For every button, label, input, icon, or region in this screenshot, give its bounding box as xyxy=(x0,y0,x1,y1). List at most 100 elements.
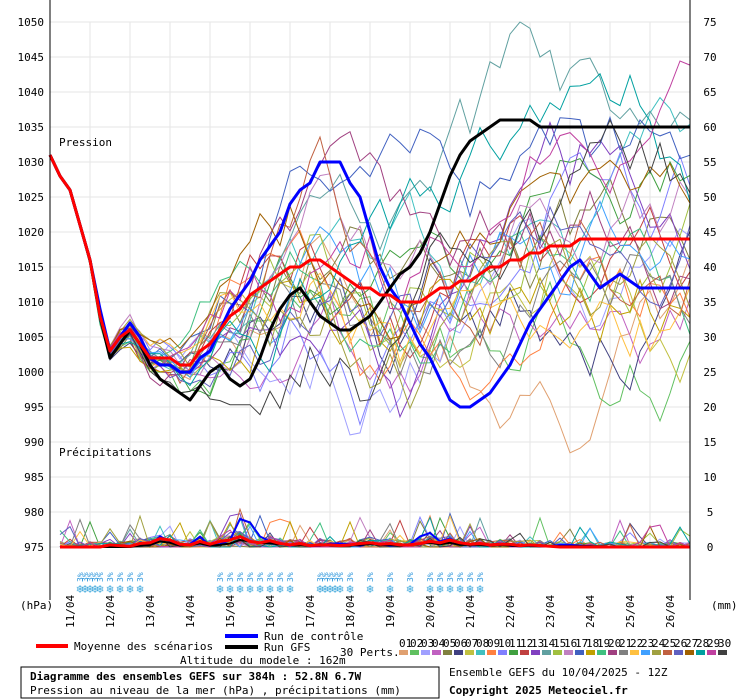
legend-pert-swatch xyxy=(498,650,507,655)
snow-icon: ❄ xyxy=(246,582,253,596)
pressure-tick-label: 975 xyxy=(24,541,44,554)
snow-icon: ❄ xyxy=(81,582,88,596)
legend-pert-swatch xyxy=(663,650,672,655)
snow-icon: ❄ xyxy=(426,582,433,596)
perturbation-pressure-line xyxy=(49,115,691,360)
perturbation-pressure-line xyxy=(49,154,691,364)
precip-tick-label: 75 xyxy=(703,16,716,29)
legend-pert-swatch xyxy=(465,650,474,655)
footer-title: Diagramme des ensembles GEFS sur 384h : … xyxy=(30,670,362,683)
pressure-tick-label: 985 xyxy=(24,471,44,484)
legend-pert-number: 26 xyxy=(674,637,687,650)
legend-pert-swatch xyxy=(685,650,694,655)
legend-pert-number: 06 xyxy=(454,637,467,650)
snow-icon: ❄ xyxy=(76,582,83,596)
snow-percent-label: 3% xyxy=(286,572,295,582)
pressure-tick-label: 1010 xyxy=(18,296,45,309)
x-tick-label: 23/04 xyxy=(544,595,557,628)
perturbation-pressure-line xyxy=(49,21,691,363)
snow-icon: ❄ xyxy=(136,582,143,596)
legend-pert-number: 14 xyxy=(542,637,556,650)
precip-tick-label: 45 xyxy=(703,226,716,239)
series-precip-line xyxy=(60,535,690,549)
legend-pert-swatch xyxy=(421,650,430,655)
precip-tick-label: 20 xyxy=(703,401,716,414)
snow-percent-label: 3% xyxy=(436,572,445,582)
snow-percent-label: 3% xyxy=(326,572,335,582)
legend-pert-number: 18 xyxy=(586,637,599,650)
precip-tick-label: 40 xyxy=(703,261,716,274)
legend-pert-number: 09 xyxy=(487,637,500,650)
perturbation-pressure-line xyxy=(49,154,691,378)
snow-icon: ❄ xyxy=(316,582,323,596)
legend: Moyenne des scénarios Run de contrôle Ru… xyxy=(36,630,731,667)
snow-percent-label: 3% xyxy=(426,572,435,582)
snow-icon: ❄ xyxy=(476,582,483,596)
footer-subtitle: Pression au niveau de la mer (hPa) , pré… xyxy=(30,684,401,697)
legend-pert-number: 19 xyxy=(597,637,610,650)
legend-pert-number: 13 xyxy=(531,637,544,650)
legend-gfs-label: Run GFS xyxy=(264,641,310,654)
pressure-section-label: Pression xyxy=(59,136,112,149)
legend-pert-swatch xyxy=(696,650,705,655)
x-tick-label: 12/04 xyxy=(104,595,117,628)
x-tick-label: 25/04 xyxy=(624,595,637,628)
legend-pert-number: 20 xyxy=(608,637,621,650)
perturbation-pressure-line xyxy=(49,72,691,387)
legend-pert-swatch xyxy=(575,650,584,655)
perturbation-pressure-line xyxy=(49,130,691,387)
legend-pert-swatch xyxy=(410,650,419,655)
snow-icon: ❄ xyxy=(331,582,338,596)
legend-pert-number: 04 xyxy=(432,637,446,650)
legend-pert-swatch xyxy=(630,650,639,655)
snow-percent-label: 3% xyxy=(126,572,135,582)
snow-percent-label: 3% xyxy=(316,572,325,582)
legend-pert-swatch xyxy=(652,650,661,655)
precip-tick-label: 15 xyxy=(703,436,716,449)
legend-pert-swatch xyxy=(597,650,606,655)
snow-percent-label: 3% xyxy=(406,572,415,582)
snow-percent-label: 3% xyxy=(226,572,235,582)
snow-icon: ❄ xyxy=(216,582,223,596)
snow-percent-label: 3% xyxy=(246,572,255,582)
snow-percent-label: 3% xyxy=(236,572,245,582)
snow-icon: ❄ xyxy=(266,582,273,596)
legend-pert-number: 27 xyxy=(685,637,698,650)
legend-pert-number: 25 xyxy=(663,637,676,650)
snow-icon: ❄ xyxy=(126,582,133,596)
snow-icon: ❄ xyxy=(326,582,333,596)
legend-pert-swatch xyxy=(542,650,551,655)
legend-pert-number: 28 xyxy=(696,637,709,650)
pressure-tick-label: 1035 xyxy=(18,121,45,134)
legend-pert-swatch xyxy=(564,650,573,655)
legend-pert-number: 22 xyxy=(630,637,643,650)
snow-percent-label: 3% xyxy=(81,572,90,582)
legend-pert-swatch xyxy=(531,650,540,655)
snow-icon: ❄ xyxy=(366,582,373,596)
precip-unit-label: (mm) xyxy=(711,599,738,612)
legend-pert-number: 02 xyxy=(410,637,423,650)
legend-perturbations: 0102030405060708091011121314151617181920… xyxy=(399,637,731,655)
pressure-tick-label: 1020 xyxy=(18,226,45,239)
legend-pert-number: 05 xyxy=(443,637,456,650)
x-tick-label: 16/04 xyxy=(264,595,277,628)
snow-percent-label: 3% xyxy=(86,572,95,582)
pressure-tick-label: 990 xyxy=(24,436,44,449)
legend-pert-swatch xyxy=(718,650,727,655)
snow-percent-label: 3% xyxy=(466,572,475,582)
pressure-tick-label: 1005 xyxy=(18,331,45,344)
x-tick-label: 21/04 xyxy=(464,595,477,628)
snow-icon: ❄ xyxy=(116,582,123,596)
legend-pert-number: 03 xyxy=(421,637,434,650)
series-pressure-line xyxy=(48,154,690,409)
legend-pert-swatch xyxy=(586,650,595,655)
legend-pert-number: 10 xyxy=(498,637,511,650)
pressure-tick-label: 1030 xyxy=(18,156,45,169)
legend-pert-number: 23 xyxy=(641,637,654,650)
x-tick-label: 13/04 xyxy=(144,595,157,628)
x-tick-label: 22/04 xyxy=(504,595,517,628)
perturbation-pressure-line xyxy=(49,154,691,401)
snow-percent-label: 3% xyxy=(116,572,125,582)
precip-tick-label: 5 xyxy=(707,506,714,519)
